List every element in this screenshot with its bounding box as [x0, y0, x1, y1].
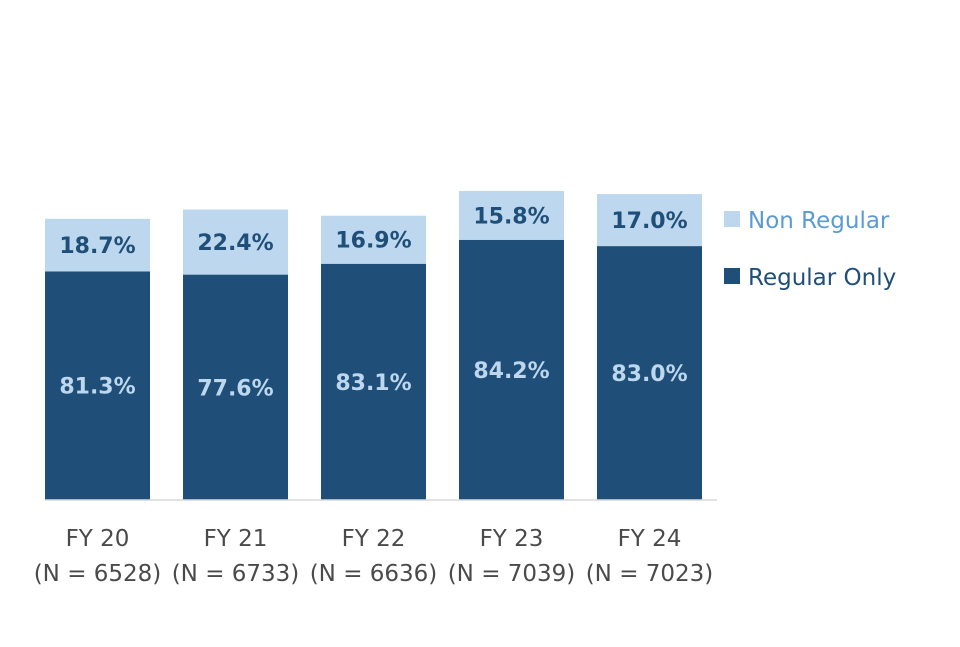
label-non-regular-fy20: 18.7%: [59, 234, 135, 259]
label-non-regular-fy24: 17.0%: [611, 209, 687, 234]
bar-regular-only-fy23: [459, 239, 564, 500]
segment-labels-group: 81.3% 18.7% 77.6% 22.4% 83.1% 16.9% 84.2% 15.8%…: [59, 204, 687, 401]
category-labels-group: FY 20 (N = 6528) FY 21 (N = 6733) FY 22 (N = …: [34, 526, 714, 587]
legend-swatch-regular-only: [724, 268, 740, 284]
x-tick-sublabel-fy20: (N = 6528): [34, 561, 162, 587]
bar-non-regular-fy23: [459, 191, 564, 240]
bars-group: [45, 191, 702, 500]
label-regular-only-fy23: 84.2%: [473, 359, 549, 384]
x-tick-sublabel-fy23: (N = 7039): [448, 561, 576, 587]
x-tick-label-fy20: FY 20: [66, 526, 130, 552]
label-regular-only-fy24: 83.0%: [611, 362, 687, 387]
bar-non-regular-fy24: [597, 194, 702, 247]
legend-label-non-regular: Non Regular: [748, 208, 890, 234]
label-non-regular-fy22: 16.9%: [335, 229, 411, 254]
x-tick-sublabel-fy21: (N = 6733): [172, 561, 300, 587]
bar-non-regular-fy22: [321, 215, 426, 264]
label-regular-only-fy22: 83.1%: [335, 371, 411, 396]
legend-swatch-non-regular: [724, 211, 740, 227]
label-regular-only-fy21: 77.6%: [197, 376, 273, 401]
legend: Non Regular Regular Only: [724, 208, 896, 291]
x-tick-label-fy24: FY 24: [618, 526, 682, 552]
bar-regular-only-fy22: [321, 263, 426, 500]
label-regular-only-fy20: 81.3%: [59, 375, 135, 400]
x-tick-sublabel-fy24: (N = 7023): [586, 561, 714, 587]
legend-label-regular-only: Regular Only: [748, 265, 896, 291]
bar-non-regular-fy21: [183, 209, 288, 275]
bar-non-regular-fy20: [45, 218, 150, 272]
label-non-regular-fy21: 22.4%: [197, 231, 273, 256]
x-tick-label-fy23: FY 23: [480, 526, 544, 552]
bar-regular-only-fy21: [183, 274, 288, 500]
x-tick-label-fy21: FY 21: [204, 526, 268, 552]
x-tick-label-fy22: FY 22: [342, 526, 406, 552]
x-tick-sublabel-fy22: (N = 6636): [310, 561, 438, 587]
label-non-regular-fy23: 15.8%: [473, 204, 549, 229]
bar-regular-only-fy24: [597, 246, 702, 500]
bar-regular-only-fy20: [45, 271, 150, 500]
